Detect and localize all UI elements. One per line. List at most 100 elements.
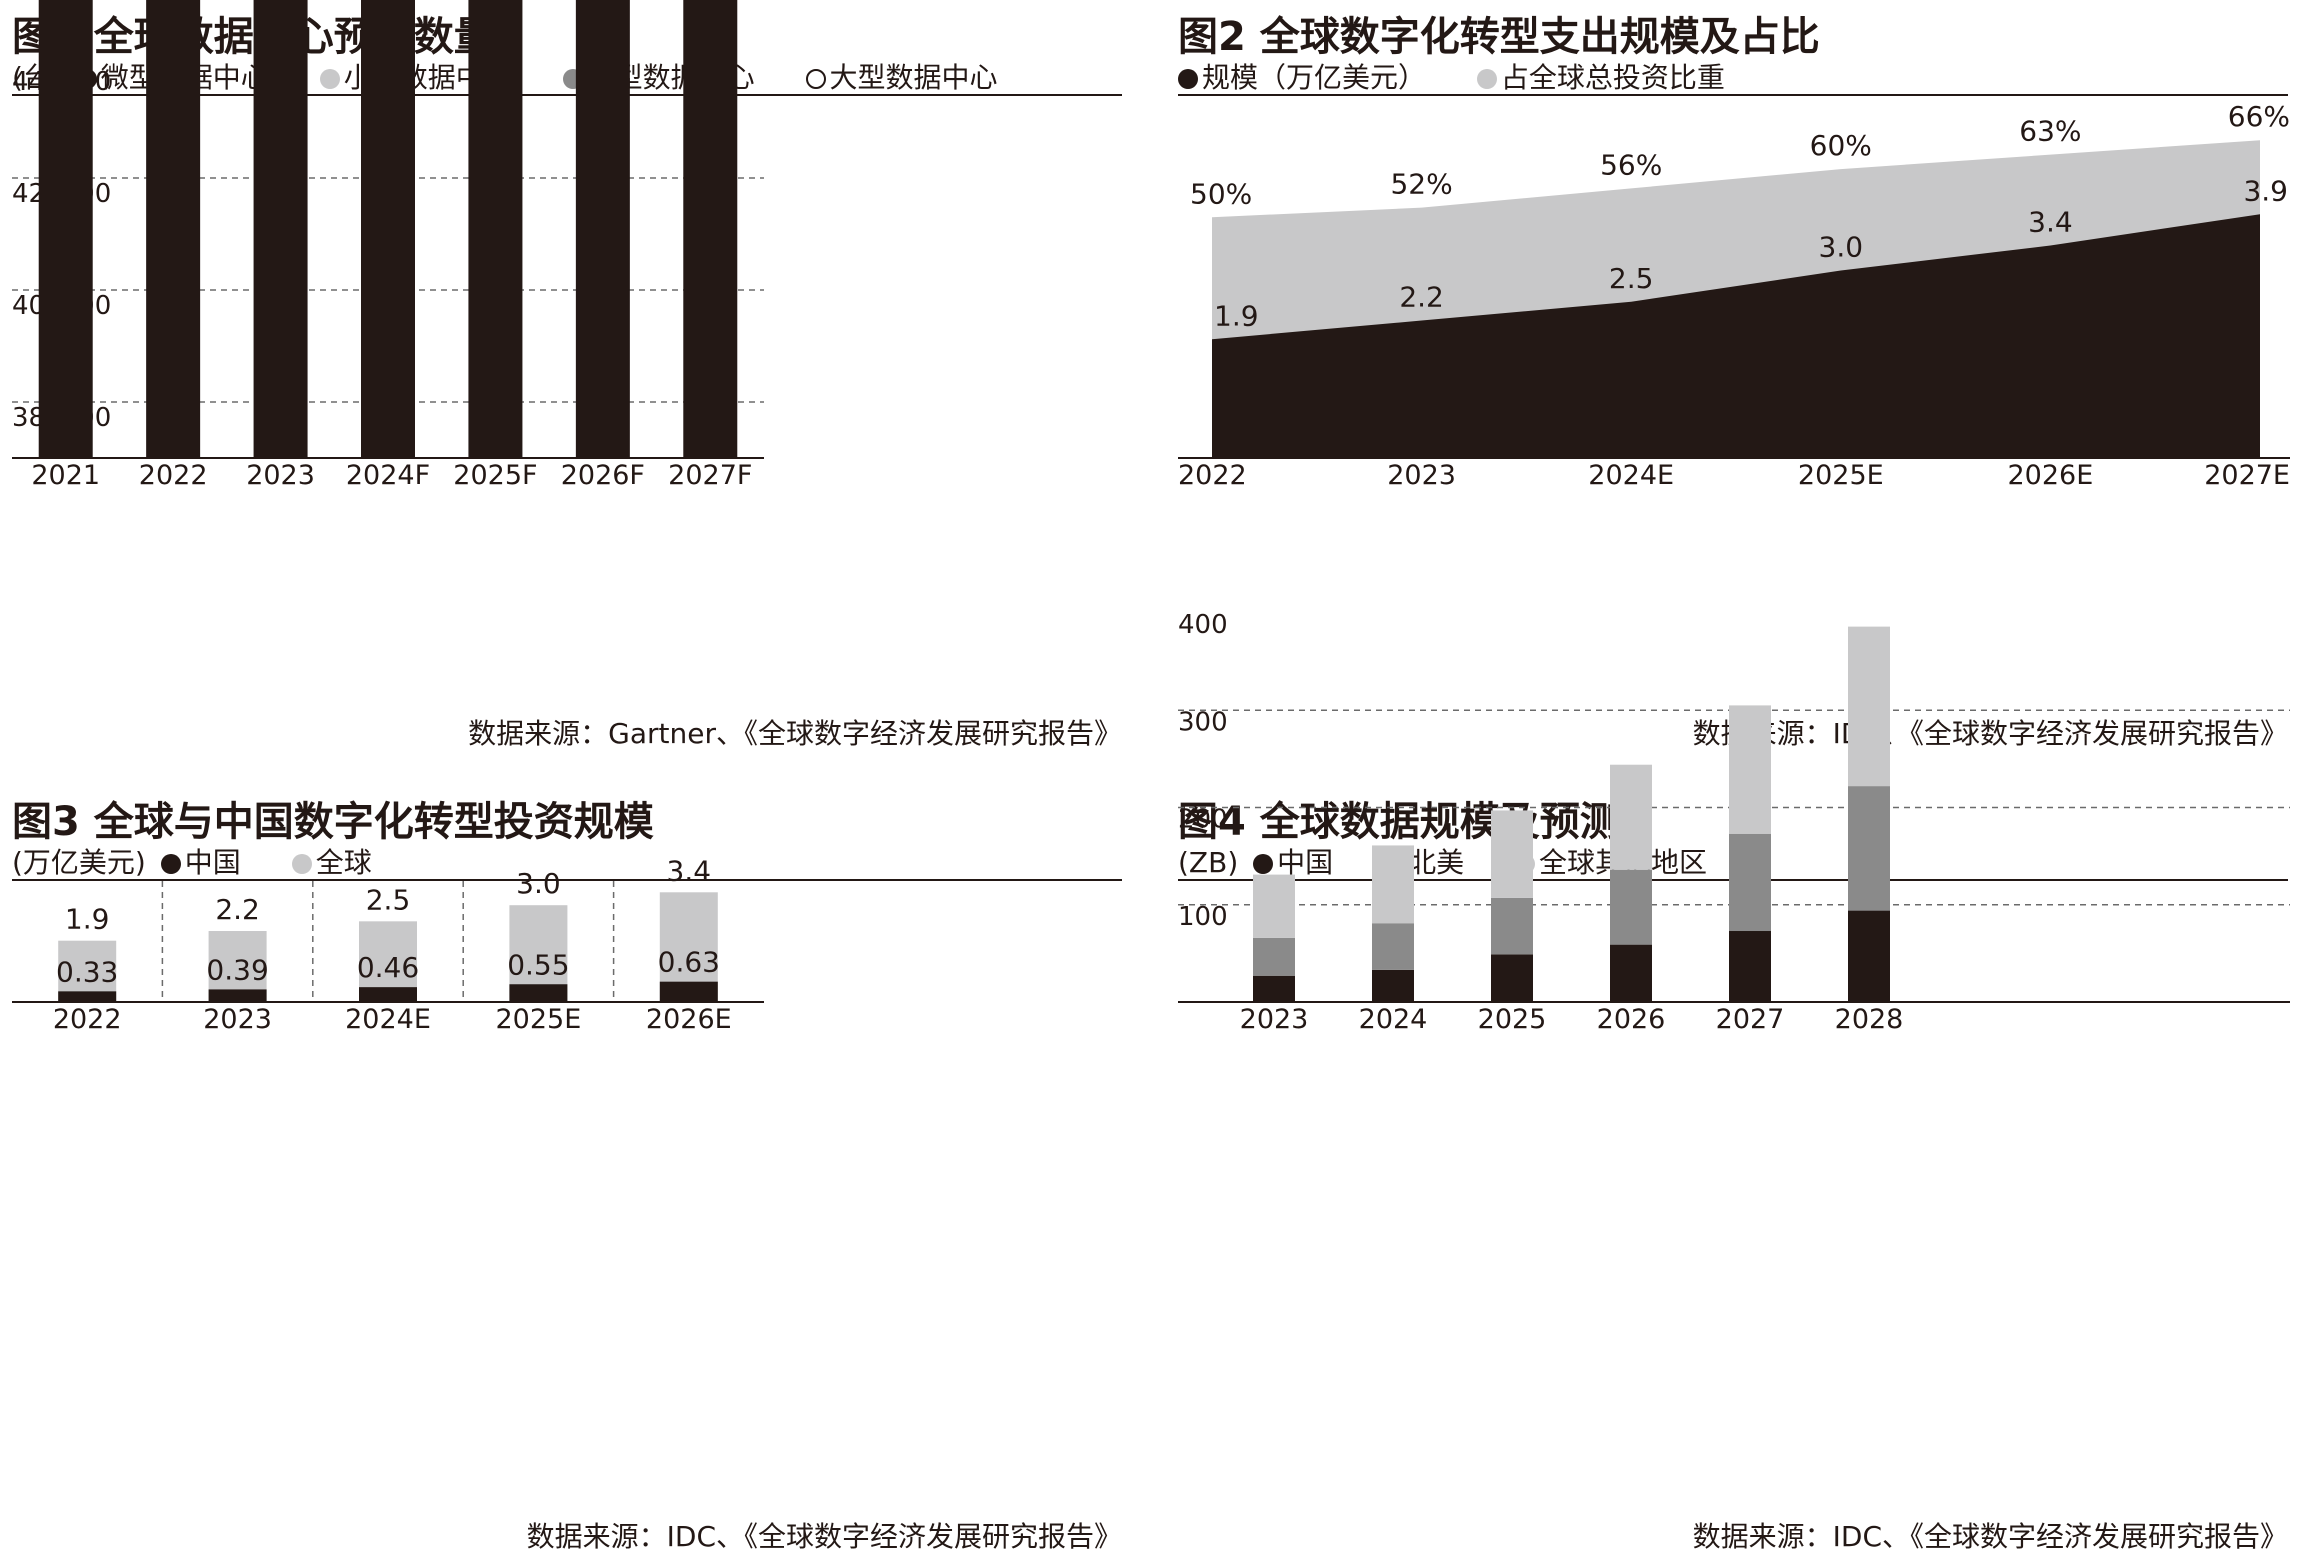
x-tick-label: 2026E (646, 1004, 732, 1035)
bar-segment (1610, 869, 1652, 945)
global-data-label: 2.5 (366, 883, 411, 916)
legend-item-china: 中国 (160, 841, 241, 881)
share-data-label: 60% (1810, 129, 1872, 162)
figure-2-title: 图2 全球数字化转型支出规模及占比 (1178, 14, 1820, 60)
bar-segment (683, 0, 738, 458)
bar-segment (1729, 833, 1771, 932)
legend-label-scale: 规模（万亿美元） (1202, 61, 1427, 94)
legend-label-global: 全球 (315, 846, 372, 879)
china-data-label: 0.39 (206, 953, 268, 986)
share-data-label: 63% (2019, 115, 2081, 148)
figure-3-source: 数据来源：IDC、《全球数字经济发展研究报告》 (526, 1520, 1122, 1553)
figure-3-top-rule (12, 879, 1122, 881)
scale-data-label: 2.2 (1399, 281, 1444, 314)
bar-segment (1491, 954, 1533, 1002)
figure-2-panel: 图2 全球数字化转型支出规模及占比 规模（万亿美元） 占全球总投资比重 50% 5… (1178, 0, 2298, 770)
y-tick-label: 200 (1178, 805, 1228, 835)
bar-segment (1253, 937, 1295, 976)
bar-segment (1848, 910, 1890, 1002)
x-tick-label: 2027F (668, 460, 752, 491)
bar-china (659, 981, 718, 1002)
global-data-label: 3.0 (516, 867, 561, 900)
legend-label-china: 中国 (1277, 846, 1334, 879)
legend-label-large: 大型数据中心 (829, 61, 998, 94)
x-tick-label: 2024E (345, 1004, 431, 1035)
x-tick-label: 2022 (139, 460, 208, 491)
legend-label-north-america: 北美 (1408, 846, 1465, 879)
legend-label-share: 占全球总投资比重 (1500, 61, 1725, 94)
bar-segment (361, 0, 415, 458)
scale-data-label: 2.5 (1609, 262, 1654, 295)
figure-1-source: 数据来源：Gartner、《全球数字经济发展研究报告》 (468, 717, 1122, 750)
legend-swatch-china (160, 854, 181, 874)
bar-segment (1372, 923, 1414, 970)
global-data-label: 2.2 (215, 893, 260, 926)
bar-segment (1848, 786, 1890, 911)
x-tick-label: 2026E (2008, 460, 2094, 491)
bar-china (58, 991, 117, 1002)
x-tick-label: 2025 (1478, 1004, 1547, 1035)
legend-swatch-large (805, 69, 826, 89)
bar-china (208, 989, 267, 1002)
figure-2-top-rule (1178, 94, 2288, 96)
x-tick-label: 2026 (1597, 1004, 1666, 1035)
figure-2-chart: 50% 52% 56% 60% 63% 66% 1.9 2.2 2.5 3.0 3.4 3.9 2022… (1178, 100, 2290, 491)
bar-china (359, 987, 417, 1002)
china-data-label: 0.33 (56, 955, 118, 988)
figure-4-title: 图4 全球数据规模及预测 (1178, 799, 1620, 845)
legend-swatch-small (319, 69, 340, 89)
bar-segment (253, 0, 308, 459)
legend-item-share: 占全球总投资比重 (1476, 56, 1725, 96)
x-tick-label: 2025E (496, 1004, 582, 1035)
area-scale (1212, 214, 2260, 458)
x-tick-label: 2024F (346, 460, 430, 491)
x-tick-label: 2024E (1588, 460, 1674, 491)
figure-3-panel: 图3 全球与中国数字化转型投资规模 (万亿美元) 中国 全球 1.9 0.33 20… (12, 785, 1132, 1555)
legend-swatch-china (1253, 854, 1274, 874)
legend-item-china: 中国 (1253, 841, 1333, 881)
china-data-label: 0.63 (658, 946, 720, 979)
bar-segment (1729, 705, 1771, 834)
x-tick-label: 2025E (1798, 460, 1884, 491)
legend-swatch-share (1476, 69, 1497, 89)
bar-china (509, 984, 568, 1002)
x-tick-label: 2024 (1359, 1004, 1428, 1035)
legend-label-china: 中国 (184, 846, 241, 879)
bar-segment (38, 0, 93, 459)
x-tick-label: 2023 (203, 1004, 272, 1035)
share-data-label: 66% (2228, 100, 2290, 133)
scale-data-label: 1.9 (1214, 299, 1259, 332)
figure-4-source: 数据来源：IDC、《全球数字经济发展研究报告》 (1692, 1520, 2288, 1553)
figure-3-title: 图3 全球与中国数字化转型投资规模 (12, 799, 654, 845)
x-tick-label: 2022 (53, 1004, 122, 1035)
bar-segment (1491, 810, 1533, 898)
share-data-label: 56% (1600, 148, 1662, 181)
x-tick-label: 2026F (561, 460, 645, 491)
bar-segment (1372, 969, 1414, 1002)
global-data-label: 3.4 (667, 854, 712, 887)
legend-swatch-global (291, 854, 312, 874)
legend-swatch-scale (1178, 69, 1198, 89)
figure-4-unit: (ZB) (1178, 846, 1239, 879)
x-tick-label: 2023 (246, 460, 315, 491)
x-tick-label: 2022 (1178, 460, 1247, 491)
bar-segment (1491, 897, 1533, 955)
bar-segment (1729, 931, 1771, 1002)
bar-segment (1610, 944, 1652, 1002)
figure-2-source: 数据来源：IDC、《全球数字经济发展研究报告》 (1692, 717, 2288, 750)
x-tick-label: 2025F (453, 460, 537, 491)
bar-segment (146, 0, 201, 458)
figure-3-unit: (万亿美元) (12, 846, 146, 879)
figure-3-legend: (万亿美元) 中国 全球 (12, 841, 414, 881)
legend-item-global: 全球 (291, 841, 372, 881)
figure-4-chart: 100 200 300 400 2023 2024 2025 2026 2027 2028 (1178, 610, 2290, 1035)
x-tick-label: 2023 (1387, 460, 1456, 491)
figure-1-chart: 3800004000004200004400002021202220232024… (12, 0, 764, 491)
bar-segment (1372, 845, 1414, 924)
china-data-label: 0.46 (357, 951, 419, 984)
scale-data-label: 3.9 (2243, 174, 2288, 207)
legend-item-scale: 规模（万亿美元） (1178, 56, 1426, 96)
share-data-label: 50% (1190, 177, 1252, 210)
x-tick-label: 2021 (31, 460, 100, 491)
bar-segment (575, 0, 630, 458)
